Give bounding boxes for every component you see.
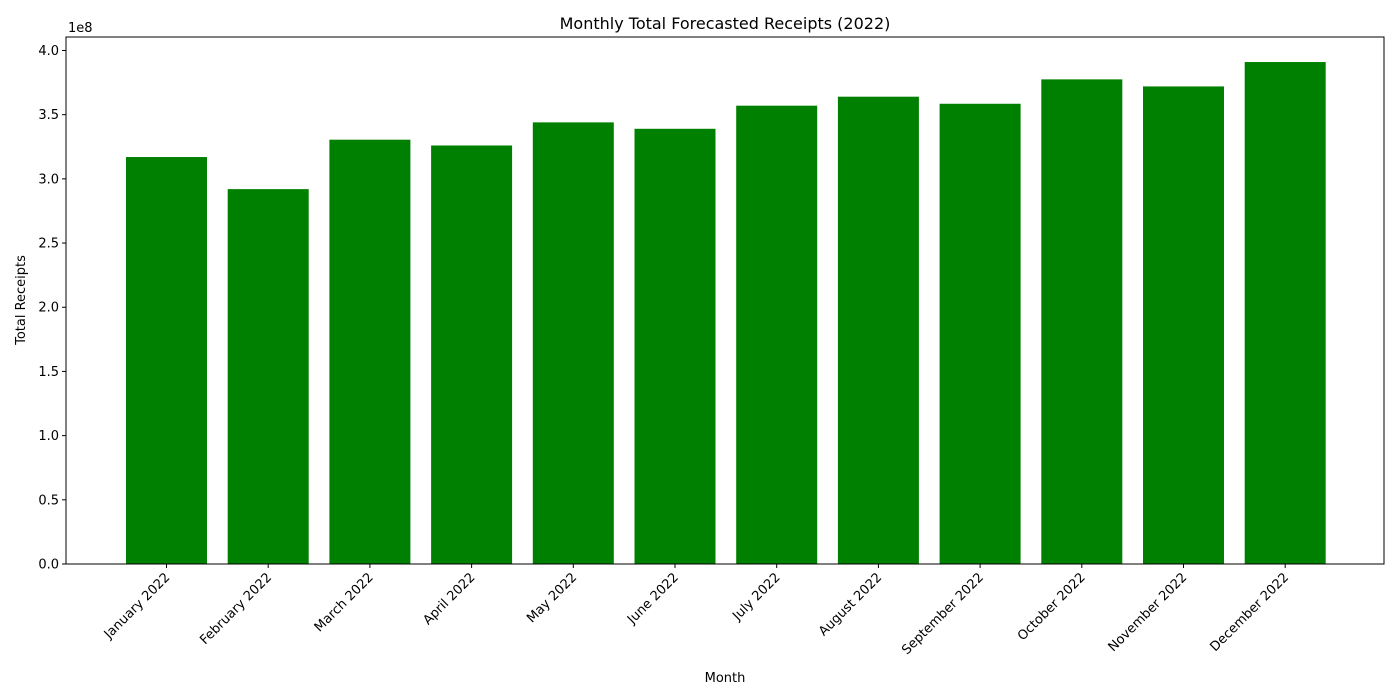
y-tick-label: 4.0: [38, 44, 59, 59]
bar-5: [532, 122, 614, 565]
y-axis-label: Total Receipts: [14, 255, 29, 346]
y-tick-label: 2.5: [38, 237, 59, 252]
chart-title: Monthly Total Forecasted Receipts (2022): [560, 14, 891, 33]
bar-9: [939, 103, 1021, 564]
x-tick-label: June 2022: [624, 570, 682, 628]
bar-10: [1041, 79, 1123, 565]
y-tick-label: 2.0: [38, 301, 59, 316]
x-tick-label: February 2022: [197, 570, 275, 648]
x-tick-label: July 2022: [729, 570, 783, 624]
x-tick-label: September 2022: [899, 570, 987, 658]
bar-8: [837, 96, 919, 564]
bar-7: [736, 105, 818, 565]
y-tick-label: 0.5: [38, 493, 59, 508]
x-axis-ticks: January 2022 February 2022 March 2022 April…: [101, 564, 1292, 658]
x-tick-label: October 2022: [1015, 570, 1089, 644]
x-tick-label: March 2022: [312, 570, 377, 635]
bar-3: [329, 139, 411, 564]
bar-4: [431, 145, 513, 565]
x-axis-label: Month: [705, 671, 746, 686]
plot-frame: [65, 36, 1385, 565]
x-tick-label: April 2022: [420, 570, 478, 628]
x-tick-label: January 2022: [101, 570, 173, 642]
y-tick-label: 1.0: [38, 429, 59, 444]
x-tick-label: December 2022: [1207, 570, 1292, 655]
bars-group: [126, 62, 1326, 565]
y-tick-label: 0.0: [38, 558, 59, 573]
bar-1: [126, 157, 207, 565]
y-tick-label: 1.5: [38, 365, 59, 380]
x-tick-label: August 2022: [816, 570, 885, 639]
y-tick-label: 3.0: [38, 172, 59, 187]
y-tick-label: 3.5: [38, 108, 59, 123]
x-tick-label: May 2022: [524, 570, 580, 626]
bar-11: [1143, 86, 1224, 565]
y-offset-label: 1e8: [68, 21, 93, 36]
bar-2: [227, 189, 309, 564]
x-tick-label: November 2022: [1106, 570, 1191, 655]
bar-6: [634, 128, 716, 565]
bar-12: [1244, 62, 1326, 564]
y-axis-ticks: 0.0 0.5 1.0 1.5 2.0 2.5 3.0 3.5 4.0: [38, 44, 66, 573]
